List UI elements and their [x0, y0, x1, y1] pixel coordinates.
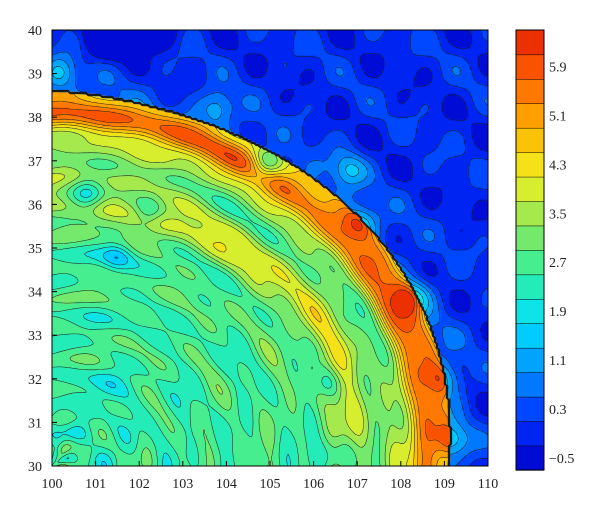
y-tick-label: 35: [28, 242, 42, 257]
colorbar-segment: [515, 420, 545, 447]
colorbar-tick-label: 5.1: [549, 110, 567, 125]
colorbar-tick-label: 3.5: [549, 207, 567, 222]
y-tick-label: 31: [28, 416, 42, 431]
x-tick-label: 109: [434, 477, 455, 492]
heatmap-fill: [52, 30, 488, 466]
y-axis: 30 31 32 33 34 35 36 37 38 39 40: [28, 24, 57, 475]
colorbar-segment: [515, 29, 545, 56]
contour-level-17: [224, 152, 440, 382]
x-tick-label: 105: [260, 477, 281, 492]
x-tick-label: 100: [42, 477, 63, 492]
colorbar-segment: [515, 323, 545, 349]
colorbar-segment: [515, 396, 545, 422]
contour-level-1: [80, 30, 488, 417]
y-tick-label: 40: [28, 24, 42, 39]
colorbar-segment: [515, 445, 545, 471]
colorbar-segment: [515, 176, 545, 202]
colorbar-segment: [515, 298, 545, 324]
colorbar-segment: [515, 249, 545, 276]
y-tick-label: 30: [28, 460, 42, 475]
x-tick-label: 110: [478, 477, 498, 492]
colorbar: −0.5 0.3 1.1 1.9 2.7 3.5 4.3 5.1 5.9: [515, 29, 574, 471]
x-tick-label: 104: [216, 477, 237, 492]
colorbar-frame: [515, 29, 545, 471]
colorbar-segment: [515, 54, 545, 80]
x-tick-label: 101: [85, 477, 106, 492]
colorbar-tick-label: 0.3: [549, 403, 567, 418]
colorbar-segment: [515, 225, 545, 251]
x-tick-label: 108: [390, 477, 411, 492]
colorbar-segment: [515, 347, 545, 373]
contour-lines: [52, 30, 488, 466]
contour-level-15: [52, 100, 451, 466]
x-tick-label: 102: [129, 477, 150, 492]
colorbar-tick-label: −0.5: [549, 452, 574, 467]
colorbar-segment: [515, 151, 545, 178]
y-tick-label: 32: [28, 373, 42, 388]
contour-level-16: [52, 107, 451, 447]
colorbar-tick-label: 4.3: [549, 158, 567, 173]
y-tick-label: 39: [28, 68, 42, 83]
y-tick-label: 34: [28, 286, 42, 301]
colorbar-segment: [515, 371, 545, 398]
colorbar-tick-label: 2.7: [549, 256, 567, 271]
colorbar-segment: [515, 103, 545, 129]
x-axis: 100 101 102 103 104 105 106 107 108 109 110: [42, 461, 498, 492]
y-tick-label: 37: [28, 155, 42, 170]
colorbar-segment: [515, 274, 545, 300]
colorbar-segment: [515, 200, 545, 227]
y-tick-label: 38: [28, 111, 42, 126]
colorbar-tick-label: 1.9: [549, 305, 567, 320]
colorbar-segment: [515, 127, 545, 153]
contour-level-2: [52, 30, 488, 466]
x-tick-label: 103: [172, 477, 193, 492]
plot-area: [52, 30, 488, 466]
colorbar-tick-label: 5.9: [549, 61, 567, 76]
x-tick-label: 106: [303, 477, 324, 492]
colorbar-segment: [515, 78, 545, 104]
y-tick-label: 33: [28, 329, 42, 344]
y-tick-label: 36: [28, 198, 42, 213]
colorbar-tick-label: 1.1: [549, 354, 567, 369]
x-tick-label: 107: [347, 477, 368, 492]
